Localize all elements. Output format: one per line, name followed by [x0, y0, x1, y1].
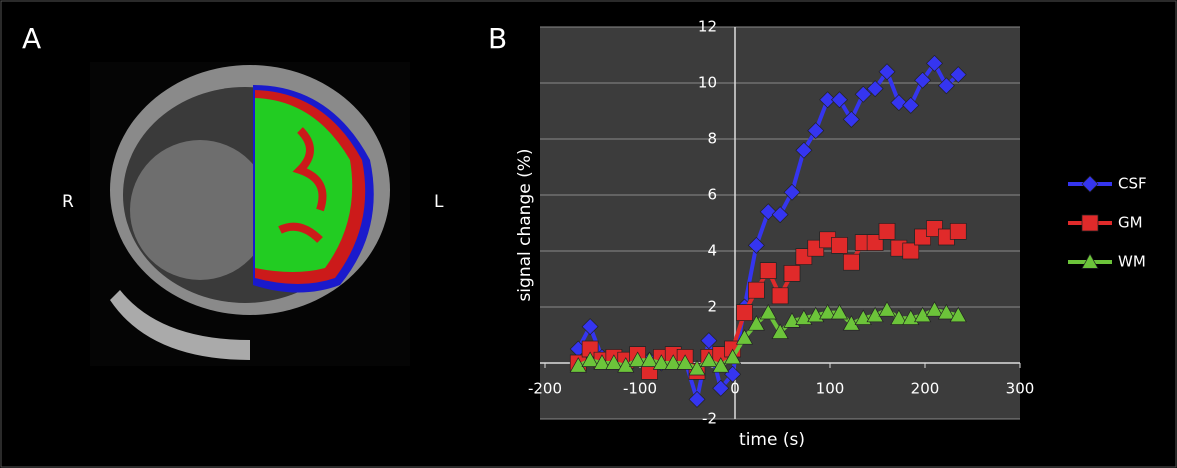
y-tick-label: -2 — [702, 410, 717, 428]
marker — [629, 351, 647, 367]
marker — [807, 122, 825, 140]
marker — [819, 91, 837, 109]
y-tick-label: 8 — [707, 130, 717, 148]
marker — [771, 323, 789, 339]
marker — [676, 354, 694, 370]
marker — [736, 304, 753, 321]
marker — [605, 354, 623, 370]
marker — [640, 351, 659, 367]
marker — [759, 303, 777, 320]
marker — [878, 223, 896, 240]
marker — [700, 351, 718, 367]
marker — [747, 315, 765, 331]
marker — [937, 77, 955, 95]
legend-marker — [1081, 253, 1099, 269]
marker — [842, 315, 860, 331]
marker — [735, 329, 754, 345]
side-label: R — [62, 192, 74, 212]
legend-marker — [1081, 175, 1099, 193]
marker — [712, 379, 730, 397]
marker — [914, 306, 932, 323]
x-tick-label: 100 — [816, 380, 845, 398]
marker — [759, 262, 777, 279]
marker — [902, 96, 920, 114]
marker — [771, 287, 789, 305]
x-tick-label: 0 — [730, 380, 740, 398]
marker — [783, 183, 801, 201]
marker — [569, 357, 587, 373]
marker — [890, 309, 908, 325]
marker — [937, 303, 955, 320]
marker — [925, 301, 944, 317]
x-tick-label: -100 — [623, 380, 657, 398]
marker — [688, 390, 706, 408]
marker — [581, 351, 599, 367]
marker — [878, 301, 896, 317]
panel-label: B — [488, 22, 507, 55]
marker — [712, 357, 730, 373]
legend-label: GM — [1118, 214, 1143, 232]
marker — [878, 63, 896, 81]
marker — [795, 141, 813, 159]
marker — [724, 348, 742, 365]
marker — [581, 318, 599, 336]
marker — [842, 110, 860, 128]
x-tick-label: 200 — [911, 380, 940, 398]
marker — [949, 306, 967, 323]
marker — [830, 303, 849, 320]
y-tick-label: 6 — [707, 186, 717, 204]
marker — [866, 306, 884, 323]
y-tick-label: 4 — [707, 242, 717, 260]
marker — [783, 265, 801, 282]
legend-marker — [1081, 214, 1099, 232]
x-tick-label: -200 — [528, 380, 562, 398]
marker — [854, 85, 872, 103]
y-tick-label: 12 — [698, 18, 717, 36]
marker — [866, 80, 884, 98]
marker — [914, 71, 932, 89]
marker — [652, 354, 670, 370]
y-tick-label: 10 — [698, 74, 717, 92]
marker — [593, 354, 611, 370]
sulci — [278, 127, 327, 243]
marker — [747, 236, 765, 254]
y-tick-label: 2 — [707, 298, 717, 316]
marker — [926, 54, 943, 72]
marker — [949, 223, 967, 240]
marker — [831, 237, 848, 254]
marker — [949, 66, 967, 84]
jaw — [110, 290, 250, 360]
x-axis-label: time (s) — [739, 430, 805, 450]
x-tick-label: 300 — [1006, 380, 1035, 398]
marker — [700, 332, 718, 350]
legend-label: WM — [1118, 253, 1146, 271]
mri-image — [90, 62, 410, 366]
marker — [890, 94, 908, 112]
marker — [819, 303, 837, 320]
marker — [688, 359, 706, 376]
marker — [831, 91, 848, 109]
marker — [617, 357, 635, 373]
marker — [843, 253, 860, 271]
panel-label: A — [22, 22, 41, 55]
side-label: L — [434, 192, 444, 212]
marker — [748, 281, 765, 299]
legend-label: CSF — [1118, 175, 1147, 193]
marker — [664, 354, 682, 370]
marker — [902, 242, 920, 260]
marker — [771, 206, 789, 224]
y-axis-label: signal change (%) — [515, 148, 535, 301]
brain-left — [130, 140, 270, 280]
marker — [759, 203, 777, 221]
series — [569, 301, 967, 376]
